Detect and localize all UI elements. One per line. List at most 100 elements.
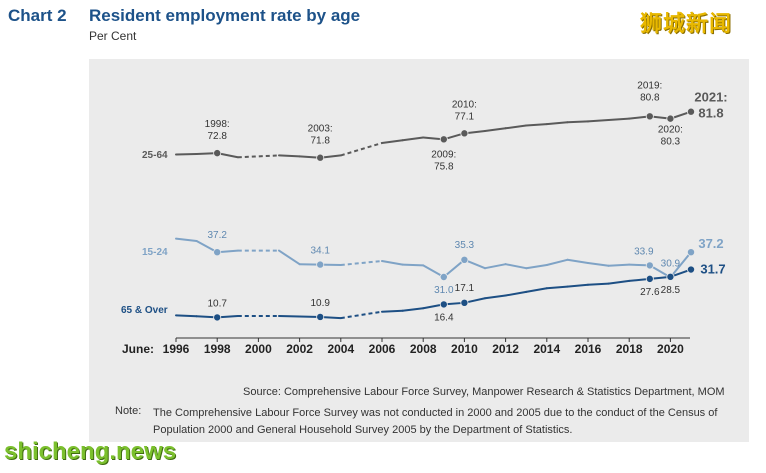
line-25-64-2001: [278, 154, 301, 158]
data-label-25-64-1998-value: 72.8: [207, 131, 227, 142]
line-25-64-2012: [504, 124, 528, 130]
marker-65-over-1998: [213, 313, 222, 322]
marker-65-over-2019: [645, 274, 654, 283]
data-label-65-over-2021: 31.7: [700, 262, 725, 277]
line-65-over-gap-2005: [340, 310, 383, 320]
line-15-24-2013: [525, 264, 548, 270]
marker-25-64-2021: [687, 107, 696, 116]
data-label-15-24-1998: 37.2: [207, 230, 227, 241]
line-25-64-2013: [525, 123, 548, 127]
marker-65-over-2010: [460, 298, 469, 307]
chart-subtitle: Per Cent: [89, 29, 137, 43]
line-65-over-2012: [504, 290, 528, 297]
line-15-24-2001: [278, 249, 301, 266]
marker-15-24-2021: [687, 248, 696, 257]
data-label-25-64-2021: 2021:: [694, 90, 727, 105]
line-65-over-2015: [566, 283, 589, 288]
chart-number: Chart 2: [8, 6, 67, 25]
marker-15-24-2019: [645, 261, 654, 270]
line-15-24-2017: [607, 263, 631, 267]
data-label-15-24-2020: 30.9: [661, 258, 681, 269]
data-label-25-64-2003-value: 71.8: [310, 136, 330, 147]
line-25-64-2015: [566, 120, 589, 124]
marker-25-64-2020: [666, 114, 675, 123]
x-tick-label-2018: 2018: [616, 342, 643, 356]
marker-15-24-1998: [213, 248, 222, 257]
line-65-over-2013: [525, 287, 548, 293]
watermark-bottom: shicheng.news: [4, 438, 177, 465]
data-label-25-64-2009: 2009:: [431, 149, 456, 160]
x-tick-label-1996: 1996: [163, 342, 190, 356]
data-label-65-over-2010: 17.1: [455, 283, 475, 294]
line-15-24-1996: [175, 237, 198, 242]
marker-25-64-2009: [439, 135, 448, 144]
series-label-65-over: 65 & Over: [121, 305, 168, 316]
line-25-64-gap-2000: [237, 154, 280, 159]
x-tick-label-2012: 2012: [492, 342, 519, 356]
data-label-65-over-2020: 28.5: [661, 285, 681, 296]
line-15-24-2014: [545, 258, 569, 266]
x-tick-label-2006: 2006: [369, 342, 396, 356]
marker-15-24-2010: [460, 255, 469, 264]
line-25-64-gap-2005: [340, 142, 383, 157]
line-65-over-2017: [607, 279, 631, 285]
x-tick-label-1998: 1998: [204, 342, 231, 356]
data-label-25-64-2003: 2003:: [308, 124, 333, 135]
data-label-65-over-2009: 16.4: [434, 312, 454, 323]
data-label-25-64-2009-value: 75.8: [434, 161, 454, 172]
marker-25-64-1998: [213, 149, 222, 158]
data-label-25-64-2019: 2019:: [637, 80, 662, 91]
line-25-64-2014: [545, 121, 569, 126]
line-25-64-2017: [607, 117, 631, 121]
line-25-64-2011: [484, 127, 507, 133]
chart-title: Resident employment rate by age: [89, 6, 361, 25]
line-15-24-2016: [587, 262, 610, 267]
marker-25-64-2003: [316, 153, 325, 162]
line-15-24-2012: [504, 263, 528, 270]
line-15-24-gap-2005: [340, 260, 383, 266]
marker-25-64-2019: [645, 112, 654, 121]
line-15-24-2006: [381, 260, 404, 266]
line-15-24-2020: [669, 251, 692, 279]
chart-panel: [89, 59, 749, 442]
line-65-over-2011: [484, 294, 507, 300]
line-65-over-1996: [175, 314, 198, 318]
line-25-64-2016: [587, 119, 610, 123]
data-label-15-24-2003: 34.1: [310, 246, 330, 257]
marker-65-over-2003: [316, 312, 325, 321]
series-label-15-24: 15-24: [142, 247, 168, 258]
line-65-over-2014: [545, 285, 569, 290]
x-tick-label-2014: 2014: [533, 342, 560, 356]
note-text: The Comprehensive Labour Force Survey wa…: [153, 407, 718, 436]
line-15-24-2007: [401, 263, 425, 267]
x-tick-label-2002: 2002: [286, 342, 313, 356]
x-tick-label-2020: 2020: [657, 342, 684, 356]
x-axis-prefix: June:: [122, 342, 154, 356]
x-tick-label-2000: 2000: [245, 342, 272, 356]
marker-65-over-2020: [666, 272, 675, 281]
line-15-24-2009: [442, 258, 466, 278]
line-65-over-2007: [401, 307, 425, 312]
watermark-top: 狮城新闻: [640, 11, 733, 36]
data-label-65-over-2019: 27.6: [640, 287, 660, 298]
data-label-25-64-2019-value: 80.8: [640, 92, 660, 103]
data-label-25-64-2010: 2010:: [452, 99, 477, 110]
data-label-15-24-2021: 37.2: [698, 236, 723, 251]
data-label-15-24-2009: 31.0: [434, 285, 454, 296]
marker-15-24-2003: [316, 260, 325, 269]
marker-65-over-2009: [439, 300, 448, 309]
line-25-64-2006: [381, 139, 404, 144]
series-label-25-64: 25-64: [142, 150, 168, 161]
data-label-25-64-2010-value: 77.1: [455, 111, 475, 122]
line-65-over-2006: [381, 309, 404, 313]
marker-15-24-2009: [439, 272, 448, 281]
x-tick-label-2008: 2008: [410, 342, 437, 356]
data-label-25-64-2020-value: 80.3: [661, 137, 681, 148]
data-label-25-64-1998: 1998:: [205, 119, 230, 130]
line-15-24-2011: [484, 263, 507, 270]
data-label-65-over-1998: 10.7: [207, 298, 227, 309]
data-label-25-64-2020: 2020:: [658, 125, 683, 136]
line-25-64-2007: [401, 136, 425, 142]
data-label-65-over-2003: 10.9: [310, 298, 330, 309]
